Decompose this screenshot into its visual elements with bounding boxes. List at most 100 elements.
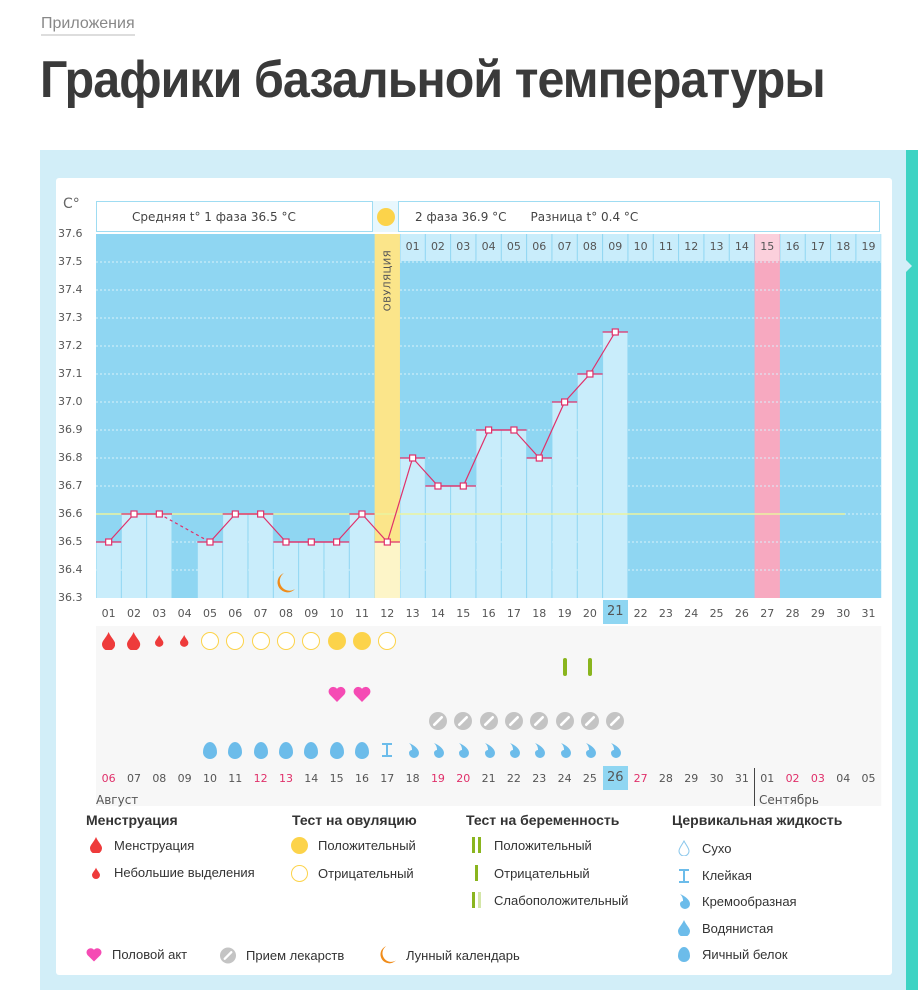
calendar-date-label: 17 <box>380 772 395 785</box>
ovulation-negative-icon <box>375 631 400 651</box>
phase2-day-cell <box>729 234 755 261</box>
calendar-date-label: 02 <box>785 772 800 785</box>
phase1-summary: Средняя t° 1 фаза 36.5 °C <box>96 201 373 232</box>
calendar-date-label: 03 <box>810 772 825 785</box>
calendar-date-label: 21 <box>481 772 496 785</box>
phase2-day-label: 16 <box>785 240 800 253</box>
calendar-date-label: 31 <box>734 772 749 785</box>
cycle-day-label: 04 <box>177 607 192 620</box>
unit-label: C° <box>63 196 80 212</box>
egg-icon <box>248 740 273 760</box>
pill-icon <box>552 711 577 731</box>
temperature-bar <box>603 332 628 598</box>
cycle-day-label: 07 <box>253 607 268 620</box>
temperature-point <box>535 454 543 462</box>
heart-icon <box>86 948 102 962</box>
month-label: Сентябрь <box>759 793 819 807</box>
legend-egg-white: Яичный белок <box>676 947 788 962</box>
temperature-bar <box>121 514 147 598</box>
legend-dry: Сухо <box>676 840 731 856</box>
legend-label: Кремообразная <box>702 894 797 909</box>
temperature-point <box>434 482 442 490</box>
legend-moon: Лунный календарь <box>380 945 520 965</box>
ovulation-positive-icon <box>349 631 374 651</box>
ovulation-negative-icon <box>299 631 324 651</box>
ovulation-negative-icon <box>197 631 222 651</box>
cycle-day-label: 12 <box>380 607 395 620</box>
phase2-day-label: 11 <box>658 240 673 253</box>
legend-label: Положительный <box>318 838 416 853</box>
weak-bar-icon <box>468 892 484 908</box>
phase2-day-cell <box>679 234 704 261</box>
legend-medication: Прием лекарств <box>220 947 344 964</box>
y-tick-label: 37.0 <box>58 395 83 408</box>
temperature-point <box>383 538 391 546</box>
legend-menstruation-title: Менструация <box>86 812 178 828</box>
phase2-day-label: 05 <box>506 240 521 253</box>
small-drop-icon <box>92 867 100 879</box>
calendar-date-label: 06 <box>101 772 116 785</box>
calendar-date-label: 13 <box>278 772 293 785</box>
egg-icon <box>197 740 222 760</box>
temperature-segment <box>260 513 287 543</box>
cycle-day-label: 11 <box>354 607 369 620</box>
legend-label: Клейкая <box>702 868 752 883</box>
calendar-date-label: 12 <box>253 772 268 785</box>
legend-preg-weak: Слабоположительный <box>468 892 628 908</box>
temperature-segment <box>462 429 490 487</box>
cycle-day-label: 27 <box>760 607 775 620</box>
heart-icon <box>324 684 349 704</box>
breadcrumb-link[interactable]: Приложения <box>41 15 135 36</box>
curl-drop-icon <box>527 740 552 760</box>
temperature-bar <box>299 542 324 598</box>
cycle-day-label: 06 <box>228 607 243 620</box>
hourglass-icon <box>375 740 400 760</box>
phase2-day-label: 01 <box>405 240 420 253</box>
temperature-point <box>307 538 315 546</box>
calendar-date-label: 04 <box>836 772 851 785</box>
temperature-point <box>485 426 493 434</box>
temperature-point <box>358 510 366 518</box>
y-tick-label: 36.4 <box>58 563 83 576</box>
single-bar-icon <box>468 865 484 881</box>
cycle-day-label: 25 <box>709 607 724 620</box>
curl-drop-icon <box>476 740 501 760</box>
curl-drop-icon <box>552 740 577 760</box>
temperature-segment <box>159 513 211 543</box>
filled-circle-icon <box>291 837 308 854</box>
temperature-bar <box>96 542 121 598</box>
cycle-day-label: 01 <box>101 607 116 620</box>
temperature-segment <box>108 513 135 543</box>
phase2-day-label: 09 <box>608 240 623 253</box>
y-tick-label: 37.4 <box>58 283 83 296</box>
egg-icon <box>273 740 298 760</box>
legend-ovulation-title: Тест на овуляцию <box>292 812 417 828</box>
cycle-day-label: 22 <box>633 607 648 620</box>
legend-label: Прием лекарств <box>246 948 345 963</box>
phase2-day-cell <box>501 234 527 261</box>
legend-spotting: Небольшие выделения <box>88 865 255 880</box>
temperature-bar <box>273 542 299 598</box>
temperature-point <box>459 482 467 490</box>
page-title: Графики базальной температуры <box>40 51 826 109</box>
y-tick-label: 37.2 <box>58 339 83 352</box>
curl-drop-icon <box>400 740 425 760</box>
pregnancy-test-icon <box>552 657 577 677</box>
calendar-date-label: 14 <box>304 772 319 785</box>
month-label: Август <box>96 793 139 807</box>
y-tick-label: 37.3 <box>58 311 83 324</box>
heart-icon <box>349 684 374 704</box>
curl-drop-icon <box>425 740 450 760</box>
temperature-point <box>333 538 341 546</box>
legend-menstruation: Менструация <box>88 837 194 853</box>
phase2-day-cell <box>577 234 603 261</box>
pill-icon <box>527 711 552 731</box>
moon-icon <box>380 946 396 964</box>
ovulation-bar <box>374 542 400 598</box>
ovulation-column <box>374 234 400 598</box>
drop-icon <box>90 837 102 853</box>
y-tick-label: 36.5 <box>58 535 83 548</box>
legend-preg-negative: Отрицательный <box>468 865 590 881</box>
y-tick-label: 36.7 <box>58 479 83 492</box>
pill-icon <box>451 711 476 731</box>
